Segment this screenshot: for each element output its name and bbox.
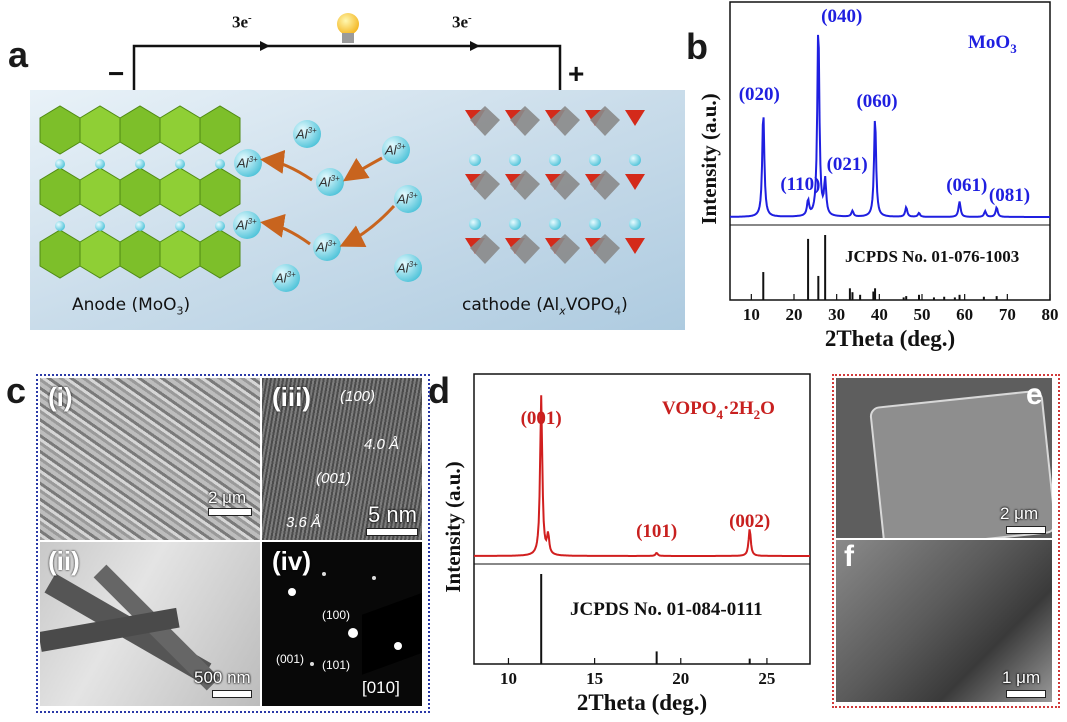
plot-frame	[473, 373, 811, 665]
electron-label-right: 3e-	[452, 12, 472, 32]
x-tick-label: 80	[1042, 305, 1059, 324]
panel-label-a: a	[8, 34, 29, 75]
x-axis-label: 2Theta (deg.)	[825, 326, 955, 351]
panel-label-c: c	[6, 370, 27, 411]
peak-label: (061)	[946, 175, 987, 196]
x-tick-label: 70	[999, 305, 1016, 324]
reference-label: JCPDS No. 01-076-1003	[845, 247, 1019, 266]
xrd-pattern-line	[730, 34, 1050, 218]
peak-label: (002)	[729, 511, 770, 532]
peak-label: (101)	[636, 521, 677, 542]
chart-title: MoO3	[968, 32, 1017, 56]
ion-label: Al3+	[236, 217, 257, 233]
scale-bar	[1006, 690, 1046, 698]
ion-label: Al3+	[397, 191, 418, 207]
light-bulb-icon	[337, 13, 359, 43]
peak-label: (081)	[989, 185, 1030, 206]
circuit-wire	[132, 44, 562, 90]
panel-c-frame	[36, 374, 430, 713]
chart-title: VOPO4·2H2O	[662, 398, 775, 422]
battery-schematic-svg	[30, 13, 685, 330]
x-tick-label: 40	[871, 305, 888, 324]
scale-bar	[212, 690, 252, 698]
x-tick-label: 10	[500, 669, 517, 688]
panel-label-b: b	[686, 26, 708, 67]
x-tick-label: 60	[956, 305, 973, 324]
scale-bar	[366, 528, 418, 536]
panel-label-f: f	[844, 540, 854, 573]
cathode-label: cathode (AlxVOPO4)	[462, 295, 628, 318]
sem-image-i: (i) 2 μm	[40, 378, 260, 540]
tem-image-ii: (ii) 500 nm	[40, 542, 260, 706]
sem-image-e: e 2 μm	[836, 378, 1052, 538]
scale-bar	[1006, 526, 1046, 534]
saed-image-iv: (iv) (100) (001) (101) [010]	[262, 542, 422, 706]
ion-label: Al3+	[237, 155, 258, 171]
electron-label-left: 3e-	[232, 12, 252, 32]
ion-label: Al3+	[275, 270, 296, 286]
peak-label: (020)	[739, 84, 780, 105]
peak-label: (110)	[780, 174, 820, 195]
cathode-layers	[465, 106, 645, 264]
panel-label-e: e	[1026, 378, 1043, 411]
ion-label: Al3+	[397, 260, 418, 276]
xrd-pattern-line	[474, 395, 810, 557]
peak-label: (021)	[827, 154, 868, 175]
ion-label: Al3+	[385, 142, 406, 158]
peak-label: (040)	[821, 6, 862, 27]
scale-bar	[208, 508, 252, 516]
x-axis-label: 2Theta (deg.)	[577, 690, 707, 715]
hrtem-image-iii: (iii) (100) 4.0 Å (001) 3.6 Å 5 nm	[262, 378, 422, 540]
anode-layers	[39, 105, 241, 279]
x-tick-label: 25	[758, 669, 775, 688]
ion-label: Al3+	[319, 174, 340, 190]
ion-label: Al3+	[316, 239, 337, 255]
x-tick-label: 20	[786, 305, 803, 324]
x-tick-label: 50	[914, 305, 931, 324]
x-tick-label: 10	[743, 305, 760, 324]
al-ions	[233, 120, 422, 292]
panel-a-schematic	[30, 10, 685, 330]
chart-b-svg: 10 20 30 40 50 60 70 80 2Theta (deg.) Intensity (…	[697, 1, 1059, 351]
plot-frame	[729, 1, 1051, 301]
panel-label-d: d	[428, 370, 450, 411]
panel-ef-frame	[832, 374, 1060, 708]
reference-label: JCPDS No. 01-084-0111	[570, 599, 763, 620]
tem-image-f: f 1 μm	[836, 540, 1052, 702]
y-axis-label: Intensity (a.u.)	[441, 461, 465, 592]
y-axis-label: Intensity (a.u.)	[697, 93, 721, 224]
ion-label: Al3+	[296, 126, 317, 142]
x-tick-label: 15	[586, 669, 603, 688]
x-tick-label: 30	[828, 305, 845, 324]
ion-migration-arrows	[260, 149, 396, 248]
chart-d-svg: 10 15 20 25 2Theta (deg.) Intensity (a.u.) (00…	[441, 373, 811, 715]
anode-minus-sign: −	[108, 58, 125, 89]
peak-label: (001)	[521, 408, 562, 429]
peak-label: (060)	[856, 91, 897, 112]
x-tick-label: 20	[672, 669, 689, 688]
cathode-plus-sign: +	[568, 58, 585, 89]
anode-label: Anode (MoO3)	[72, 295, 191, 318]
